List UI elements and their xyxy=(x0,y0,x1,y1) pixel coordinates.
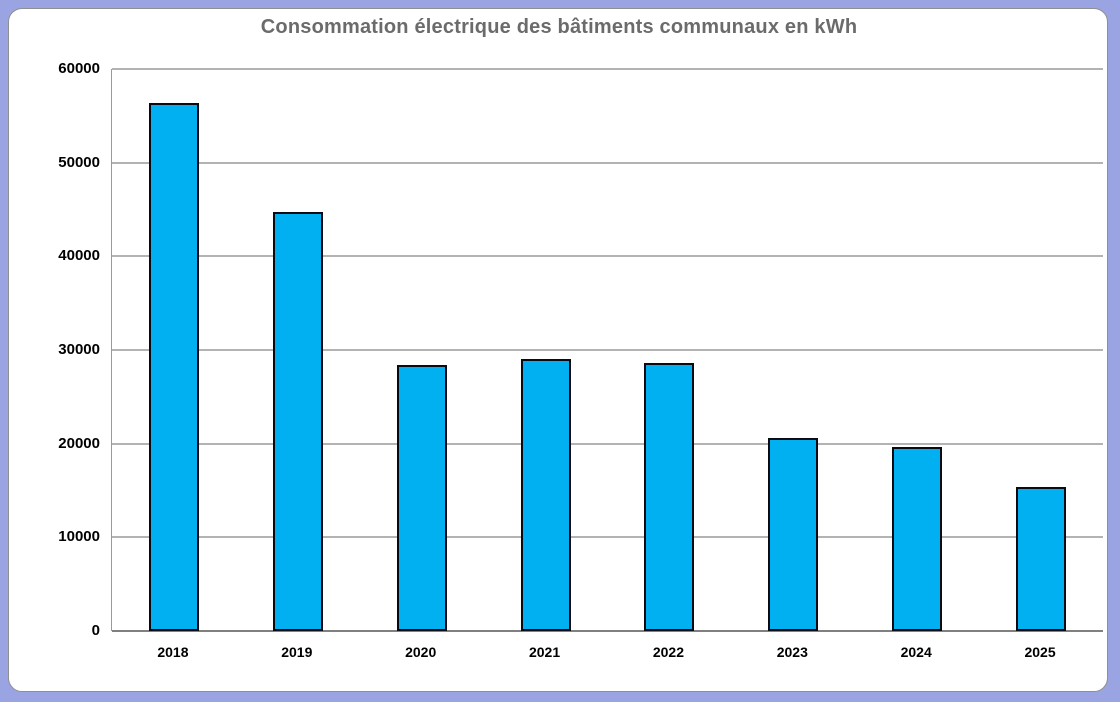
y-tick-label: 60000 xyxy=(58,60,100,77)
x-tick-label-2025: 2025 xyxy=(1024,644,1056,660)
y-tick-label: 0 xyxy=(91,622,100,639)
bar-2020[interactable] xyxy=(396,365,447,631)
bar-2018[interactable] xyxy=(148,102,199,631)
x-tick-label-2018: 2018 xyxy=(157,644,189,660)
gridline-40000 xyxy=(112,255,1103,258)
y-tick-label: 20000 xyxy=(58,434,100,452)
x-tick-label-2023: 2023 xyxy=(776,644,808,660)
gridline-50000 xyxy=(112,161,1103,164)
y-tick-label: 30000 xyxy=(58,341,100,358)
chart-title: Consommation électrique des bâtiments co… xyxy=(260,16,858,38)
bar-2022[interactable] xyxy=(644,363,695,631)
x-tick-label-2021: 2021 xyxy=(528,644,561,660)
y-tick-label: 50000 xyxy=(58,153,100,171)
y-tick-label: 40000 xyxy=(58,247,100,265)
bar-2024[interactable] xyxy=(892,447,943,631)
gridline-10000 xyxy=(112,536,1103,539)
x-tick-label-2024: 2024 xyxy=(900,644,932,660)
x-tick-label-2019: 2019 xyxy=(281,644,313,660)
bar-2019[interactable] xyxy=(272,212,323,631)
gridline-30000 xyxy=(112,349,1103,351)
gridline-60000 xyxy=(112,68,1103,70)
y-tick-label: 10000 xyxy=(58,528,100,546)
x-tick-label-2022: 2022 xyxy=(652,644,685,660)
bar-2021[interactable] xyxy=(520,359,571,631)
plot-area xyxy=(111,68,1103,632)
bar-2023[interactable] xyxy=(768,438,819,631)
x-tick-label-2020: 2020 xyxy=(405,644,437,660)
gridline-20000 xyxy=(112,442,1103,445)
x-axis-line xyxy=(112,630,1103,632)
bar-2025[interactable] xyxy=(1016,486,1067,631)
